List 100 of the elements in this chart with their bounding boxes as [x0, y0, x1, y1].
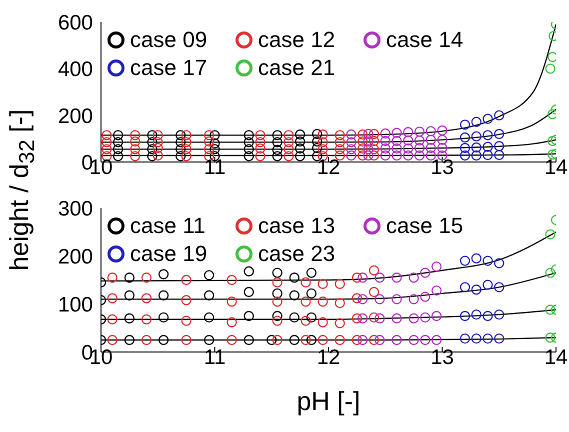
point	[352, 334, 362, 346]
point	[420, 312, 430, 323]
point	[107, 272, 118, 283]
point	[244, 334, 254, 346]
point	[266, 334, 277, 346]
point	[352, 272, 362, 283]
point	[244, 286, 254, 298]
point	[494, 333, 504, 344]
point	[471, 333, 482, 344]
point	[204, 290, 214, 300]
point	[147, 144, 158, 154]
point	[482, 130, 493, 140]
legend-label: case 19	[130, 240, 208, 268]
point	[181, 144, 192, 154]
point	[244, 137, 254, 148]
point	[403, 143, 414, 154]
point	[158, 269, 169, 280]
point	[152, 142, 163, 154]
point	[124, 290, 135, 300]
point	[244, 266, 254, 276]
point	[204, 144, 214, 154]
point	[244, 130, 254, 140]
point	[346, 129, 356, 140]
point	[204, 334, 214, 346]
point	[272, 268, 282, 278]
point	[300, 296, 311, 307]
point	[152, 130, 163, 140]
point	[204, 312, 214, 323]
point	[392, 143, 402, 154]
point	[102, 130, 112, 140]
point	[368, 312, 380, 323]
point	[318, 278, 328, 289]
point	[130, 136, 140, 147]
point	[358, 313, 368, 324]
point	[318, 144, 328, 154]
point	[482, 150, 493, 160]
point	[272, 316, 282, 326]
x-axis-title: pH [-]	[296, 386, 360, 416]
point	[244, 144, 254, 154]
point	[547, 109, 556, 120]
point	[226, 317, 237, 328]
point	[176, 151, 186, 162]
point	[368, 265, 380, 276]
point	[494, 258, 504, 268]
point	[437, 134, 448, 145]
point	[226, 334, 237, 346]
point	[107, 314, 118, 324]
point	[102, 144, 112, 154]
y-tick-label: 100	[58, 293, 93, 316]
point	[408, 294, 419, 304]
point	[380, 136, 390, 146]
point	[460, 142, 470, 154]
point	[368, 150, 380, 161]
point	[403, 150, 414, 161]
point	[147, 130, 158, 140]
y-tick-label: 200	[58, 245, 93, 268]
point	[420, 268, 430, 278]
point	[334, 137, 345, 148]
point	[392, 136, 402, 146]
point	[431, 310, 442, 322]
point	[284, 151, 294, 162]
point	[374, 272, 385, 283]
point	[494, 141, 504, 152]
legend-label: case 14	[386, 26, 464, 54]
y-tick-label: 600	[58, 11, 93, 34]
point	[289, 290, 300, 300]
legend-label: case 09	[130, 26, 208, 54]
point	[334, 150, 345, 161]
point	[352, 293, 362, 304]
point	[358, 334, 368, 346]
point	[141, 314, 152, 324]
point	[141, 334, 152, 346]
point	[318, 317, 328, 328]
point	[181, 316, 192, 326]
point	[272, 130, 282, 140]
legend-label: case 11	[130, 212, 206, 240]
point	[255, 143, 266, 154]
point	[358, 294, 368, 304]
point	[380, 143, 390, 154]
point	[363, 150, 374, 161]
point	[334, 278, 345, 289]
point	[460, 132, 470, 143]
point	[374, 313, 385, 324]
legend-label: case 17	[130, 54, 208, 82]
point	[358, 150, 368, 161]
point	[181, 130, 192, 140]
point	[460, 282, 470, 292]
point	[306, 312, 317, 323]
point	[181, 151, 192, 162]
point	[318, 334, 328, 346]
point	[426, 134, 436, 145]
point	[284, 130, 294, 140]
point	[426, 150, 436, 161]
point	[358, 272, 368, 283]
point	[130, 151, 140, 162]
point	[380, 128, 390, 139]
point	[494, 150, 504, 160]
point	[272, 296, 282, 307]
point	[147, 137, 158, 148]
point	[272, 137, 282, 148]
